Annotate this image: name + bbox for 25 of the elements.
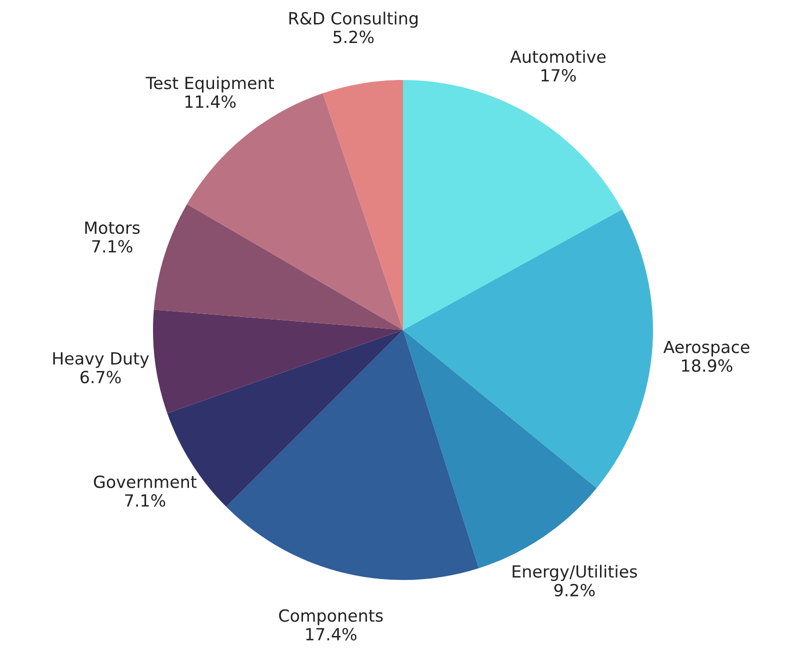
pie-slice: [403, 210, 653, 488]
pie-slice: [403, 80, 622, 330]
slice-label: Motors: [85, 222, 140, 234]
data-label: 5.2%: [334, 30, 374, 44]
slice-label: Heavy Duty: [53, 352, 149, 368]
slice-label: R&D Consulting: [289, 12, 418, 28]
data-label: 18.9%: [682, 359, 732, 372]
slice-label: Test Equipment: [146, 76, 274, 93]
data-label: 7.1%: [125, 494, 166, 507]
pie-slice: [187, 93, 403, 330]
pie-slice: [153, 310, 403, 414]
pie-slice: [154, 204, 403, 330]
slice-label: Government: [94, 476, 197, 488]
pie-slice: [322, 80, 403, 330]
data-label: 7.1%: [92, 240, 132, 253]
data-label: 6.7%: [80, 370, 121, 384]
slice-label: Aerospace: [663, 340, 750, 356]
data-label: 17%: [542, 69, 576, 82]
data-label: 11.4%: [185, 95, 236, 108]
slice-label: Components: [279, 609, 383, 626]
slice-label: Energy/Utilities: [512, 564, 637, 581]
slice-label: Automotive: [510, 50, 606, 63]
pie-slice: [226, 330, 479, 580]
data-label: 17.4%: [306, 628, 356, 641]
data-label: 9.2%: [554, 584, 595, 596]
